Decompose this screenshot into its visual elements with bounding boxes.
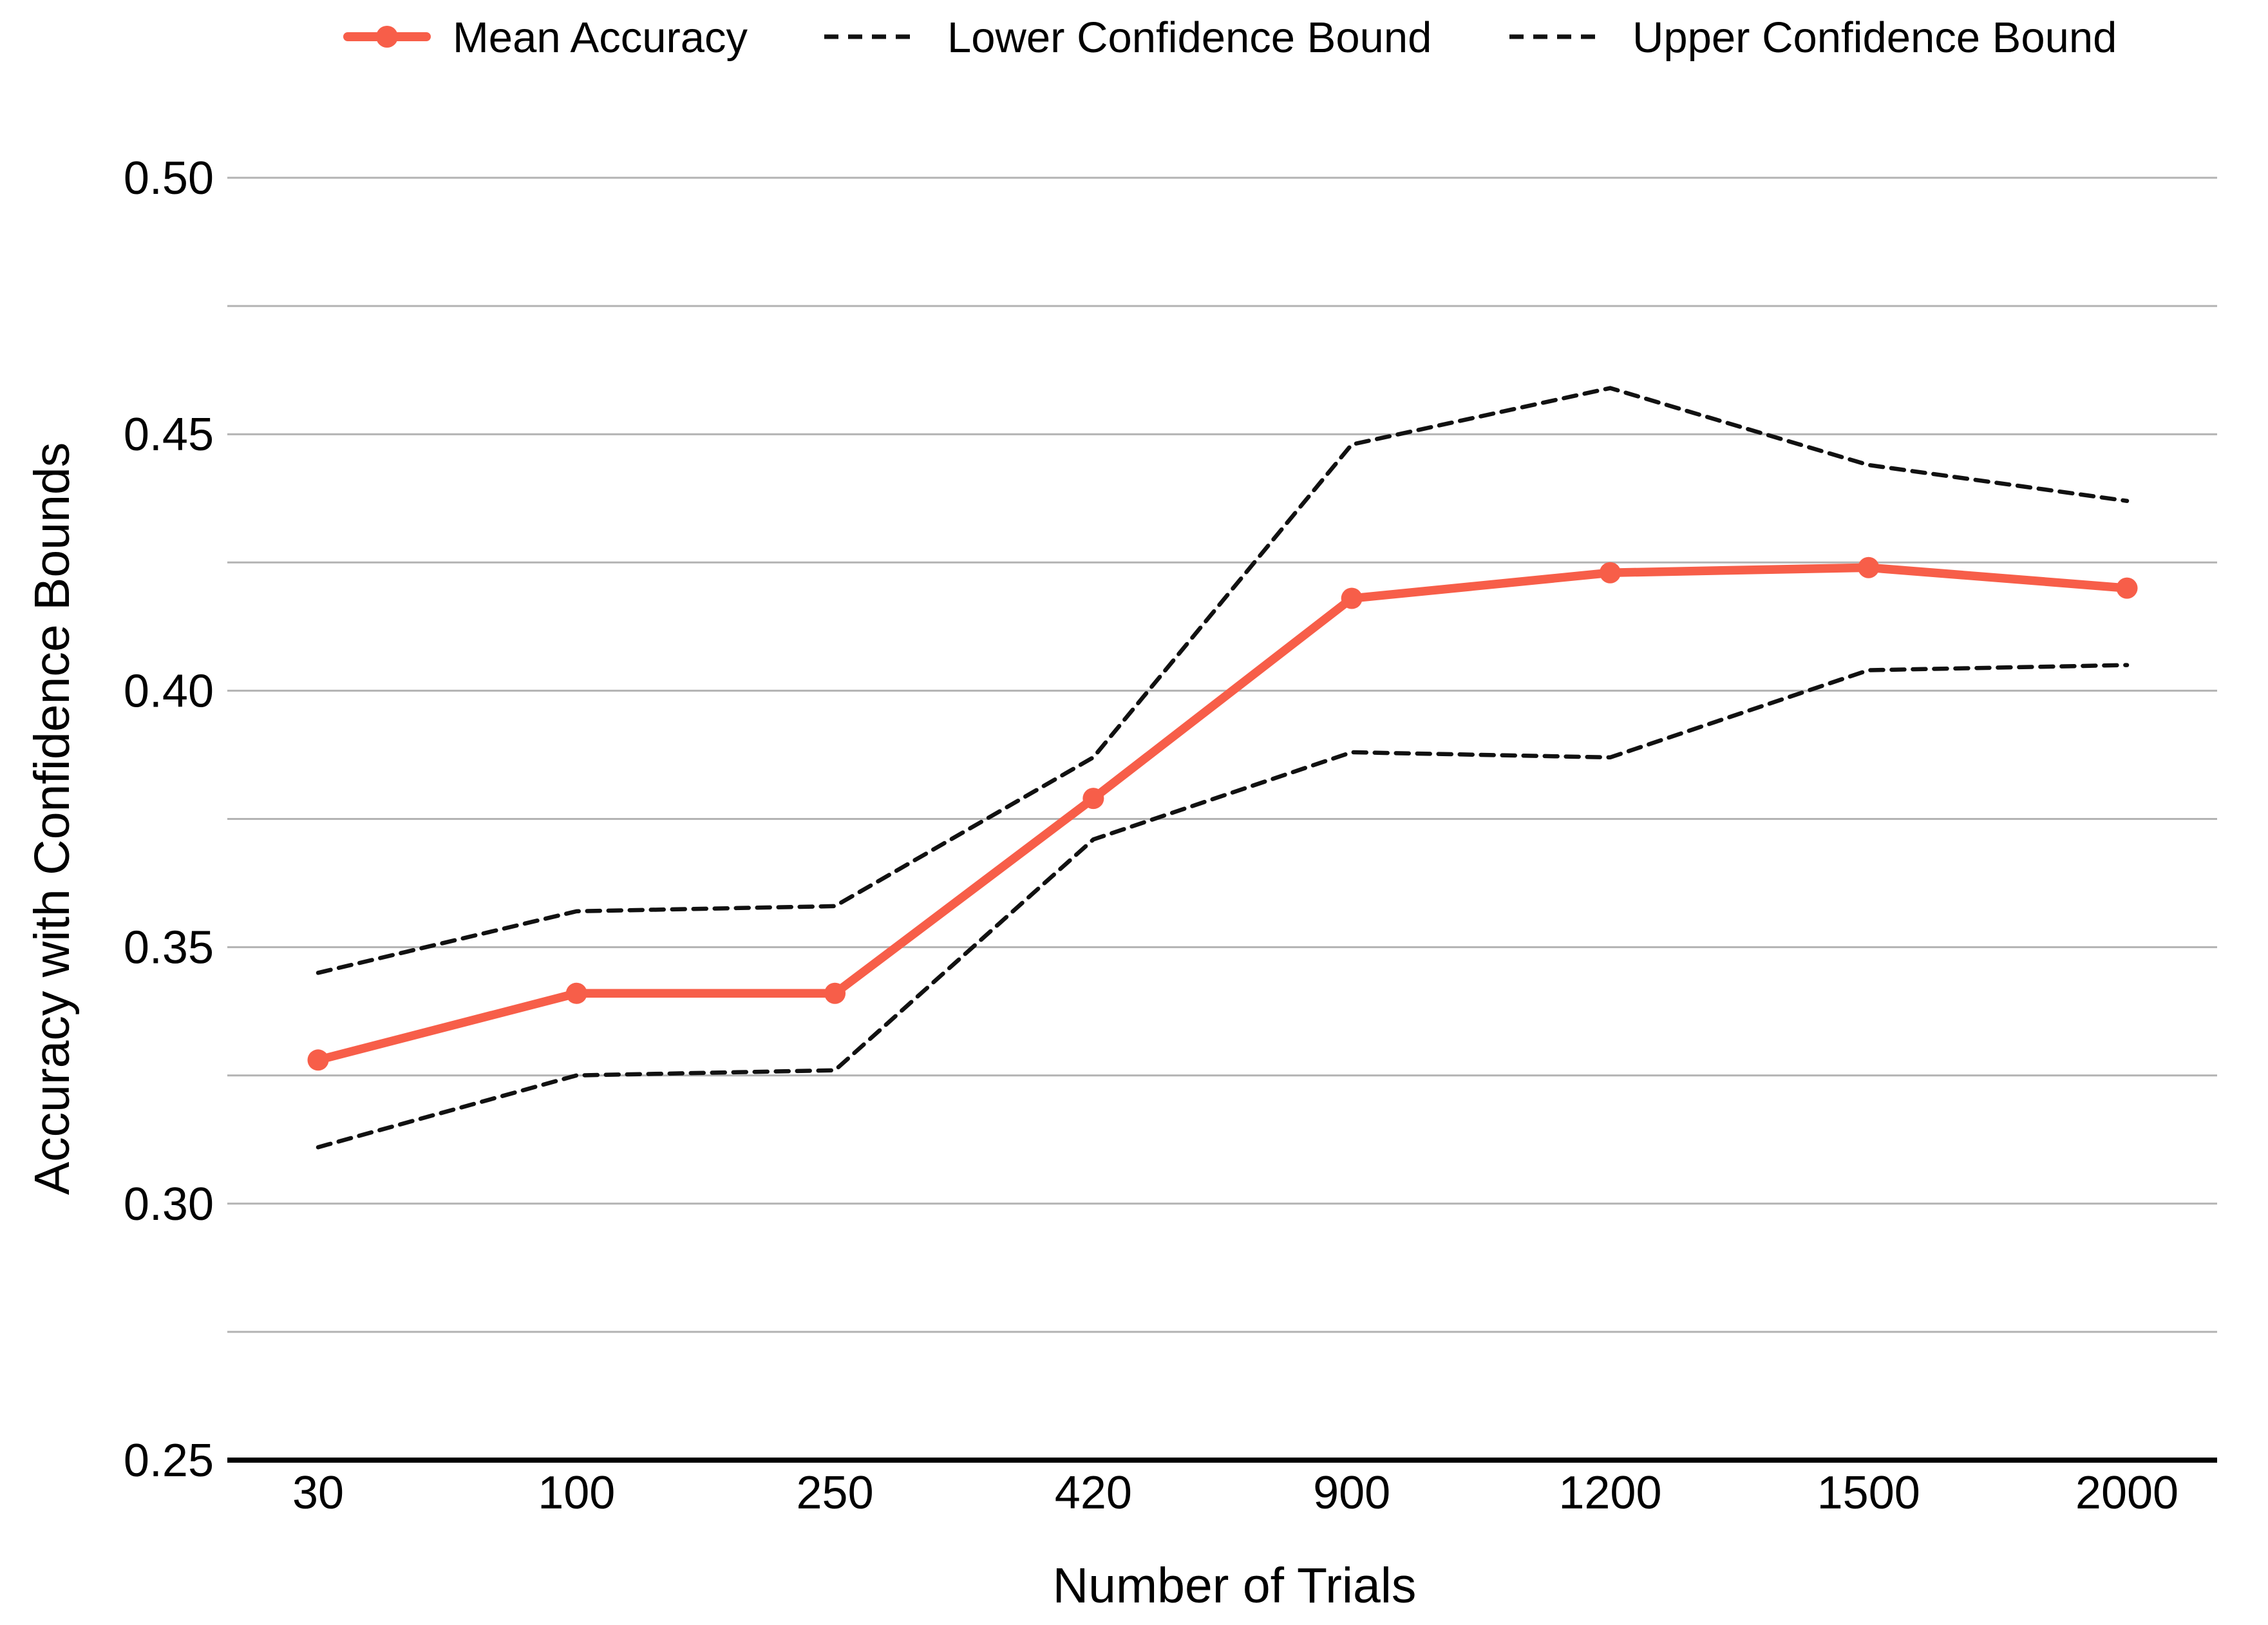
x-tick-label: 420 [1055, 1467, 1132, 1519]
legend-item-mean-accuracy: Mean Accuracy [343, 14, 748, 62]
x-axis-tick-labels: 30 100 250 420 900 1200 1500 2000 [292, 1467, 2178, 1519]
y-axis-tick-labels: 0.25 0.30 0.35 0.40 0.45 0.50 [124, 153, 214, 1487]
x-tick-label: 2000 [2075, 1467, 2178, 1519]
y-tick-label: 0.50 [124, 153, 214, 204]
y-tick-label: 0.25 [124, 1435, 214, 1487]
mean-accuracy-point-marker [824, 982, 846, 1004]
legend-label-mean-accuracy: Mean Accuracy [453, 14, 748, 62]
mean-accuracy-point-marker [1341, 587, 1363, 609]
gridlines [227, 176, 2217, 1333]
mean-accuracy-point-marker [307, 1049, 329, 1071]
legend-label-upper-confidence-bound: Upper Confidence Bound [1632, 14, 2117, 62]
lower-confidence-bound-line [316, 663, 2130, 1150]
x-axis-title: Number of Trials [1053, 1558, 1417, 1613]
x-tick-label: 1500 [1817, 1467, 1920, 1519]
y-tick-label: 0.35 [124, 922, 214, 974]
mean-accuracy-point-marker [1599, 562, 1621, 584]
x-tick-label: 30 [292, 1467, 344, 1519]
legend-label-lower-confidence-bound: Lower Confidence Bound [947, 14, 1432, 62]
legend-item-lower-confidence-bound: Lower Confidence Bound [824, 14, 1432, 62]
mean-accuracy-line [314, 563, 2131, 1065]
x-tick-label: 1200 [1558, 1467, 1661, 1519]
x-tick-label: 100 [538, 1467, 615, 1519]
upper-confidence-bound-line [316, 386, 2130, 975]
mean-accuracy-point-marker [1082, 788, 1104, 810]
legend-item-upper-confidence-bound: Upper Confidence Bound [1509, 14, 2117, 62]
mean-accuracy-point-marker [565, 982, 587, 1004]
legend: Mean Accuracy Lower Confidence Bound Upp… [343, 14, 2117, 62]
x-tick-label: 250 [797, 1467, 874, 1519]
mean-accuracy-point-marker [1858, 556, 1880, 578]
x-tick-label: 900 [1313, 1467, 1390, 1519]
mean-accuracy-point-marker [2116, 577, 2138, 599]
y-tick-label: 0.45 [124, 409, 214, 461]
y-tick-label: 0.30 [124, 1179, 214, 1230]
y-tick-label: 0.40 [124, 665, 214, 717]
series-layer [307, 386, 2138, 1150]
mean-accuracy-swatch-marker [376, 26, 398, 48]
y-axis-title: Accuracy with Confidence Bounds [24, 442, 80, 1195]
